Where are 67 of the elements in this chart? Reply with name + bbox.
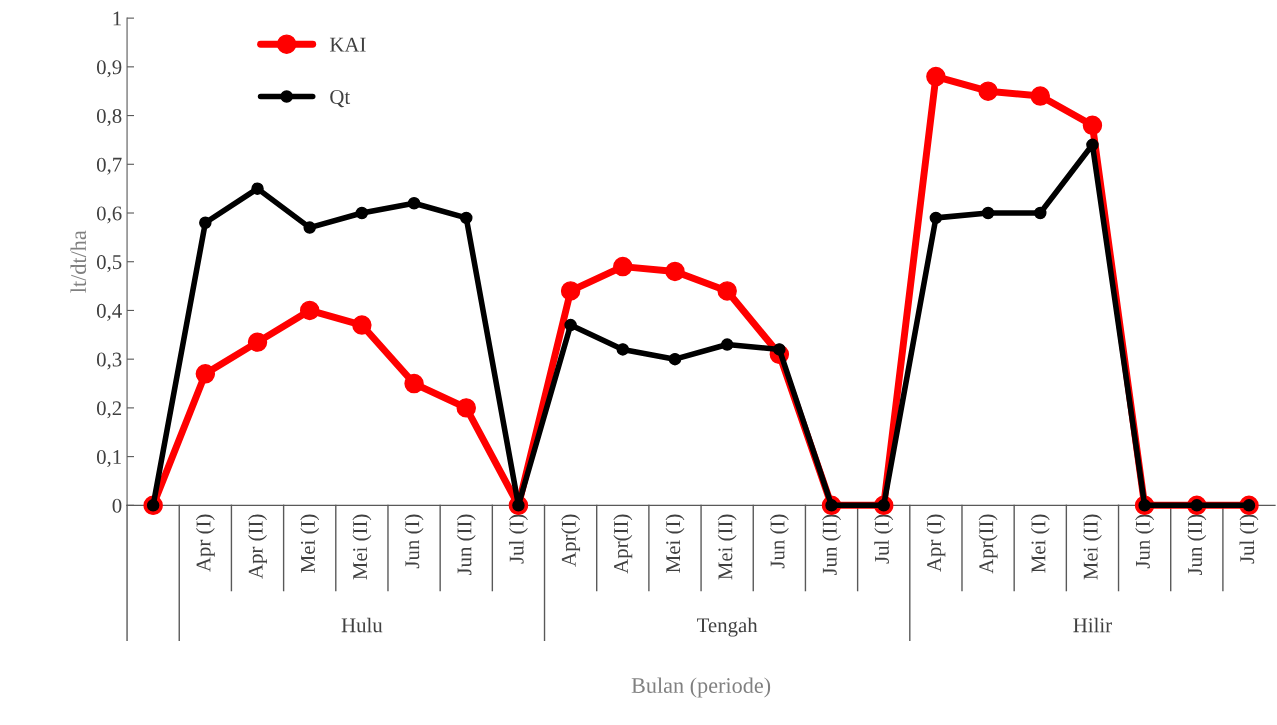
x-tick-label: Mei (II) <box>1083 514 1102 580</box>
point <box>560 281 581 301</box>
x-tick-label: Jun (I) <box>769 514 789 569</box>
point <box>456 398 476 418</box>
point <box>1030 86 1050 106</box>
y-tick-label: 0,4 <box>96 303 122 321</box>
point <box>926 66 946 87</box>
point <box>668 352 682 366</box>
x-tick-label: Apr(II) <box>978 514 998 574</box>
point <box>1034 206 1047 220</box>
point <box>613 256 633 277</box>
point <box>247 332 268 352</box>
point <box>404 373 424 394</box>
point <box>981 206 995 220</box>
x-tick-label: Jun (II) <box>456 514 476 576</box>
y-tick-label: 1 <box>113 11 121 26</box>
legend-label: Qt <box>330 90 351 108</box>
y-axis-title: lt/dt/ha <box>70 230 87 293</box>
point <box>720 338 734 351</box>
point <box>355 206 369 220</box>
x-tick-label: Mei (II) <box>352 514 372 580</box>
point <box>978 81 998 101</box>
x-axis-title: Bulan (periode) <box>631 677 771 698</box>
point <box>616 343 630 356</box>
point <box>1082 115 1103 136</box>
y-tick-label: 0,8 <box>96 108 122 126</box>
x-tick-label: Mei (I) <box>1030 514 1050 573</box>
y-tick-label: 0,5 <box>96 255 122 273</box>
point <box>352 315 372 335</box>
point <box>929 211 943 225</box>
x-tick-label: Mei (II) <box>717 514 737 580</box>
x-tick-label: Apr (II) <box>248 514 267 579</box>
point <box>195 364 216 384</box>
point <box>459 211 473 225</box>
point <box>251 182 264 195</box>
point <box>665 261 685 282</box>
y-tick-label: 0 <box>112 498 122 513</box>
x-tick-label: Apr(I) <box>561 514 581 567</box>
x-tick-label: Jul (I) <box>508 514 528 564</box>
point <box>1086 138 1099 152</box>
y-tick-label: 0,9 <box>96 60 122 78</box>
point <box>407 197 421 210</box>
y-tick-label: 0,1 <box>96 449 121 468</box>
y-tick-label: 0,2 <box>96 401 122 419</box>
x-tick-label: Jul (I) <box>874 514 894 564</box>
point <box>303 221 316 234</box>
x-tick-label: Apr (I) <box>195 514 215 572</box>
x-tick-label: Jun (II) <box>1187 514 1207 576</box>
x-tick-label: Jul (I) <box>1239 514 1259 564</box>
x-tick-label: Jun (I) <box>404 514 424 569</box>
point <box>717 281 737 301</box>
x-tick-label: Apr (I) <box>926 514 946 572</box>
point <box>564 318 577 332</box>
text: Hilir <box>1073 617 1112 633</box>
point <box>299 300 320 321</box>
y-tick-label: 0,6 <box>96 206 122 224</box>
x-tick-label: Mei (I) <box>665 514 685 573</box>
text: Tengah <box>697 617 758 637</box>
x-tick-label: Apr(II) <box>613 514 633 574</box>
legend-label: KAI <box>329 37 366 52</box>
x-tick-label: Jun (II) <box>822 514 841 576</box>
point <box>199 216 212 229</box>
y-tick-label: 0,7 <box>96 157 122 175</box>
x-tick-label: Mei (I) <box>300 514 320 573</box>
text: Hulu <box>341 617 383 633</box>
x-tick-label: Jun (I) <box>1135 514 1155 569</box>
y-tick-label: 0,3 <box>96 352 122 370</box>
